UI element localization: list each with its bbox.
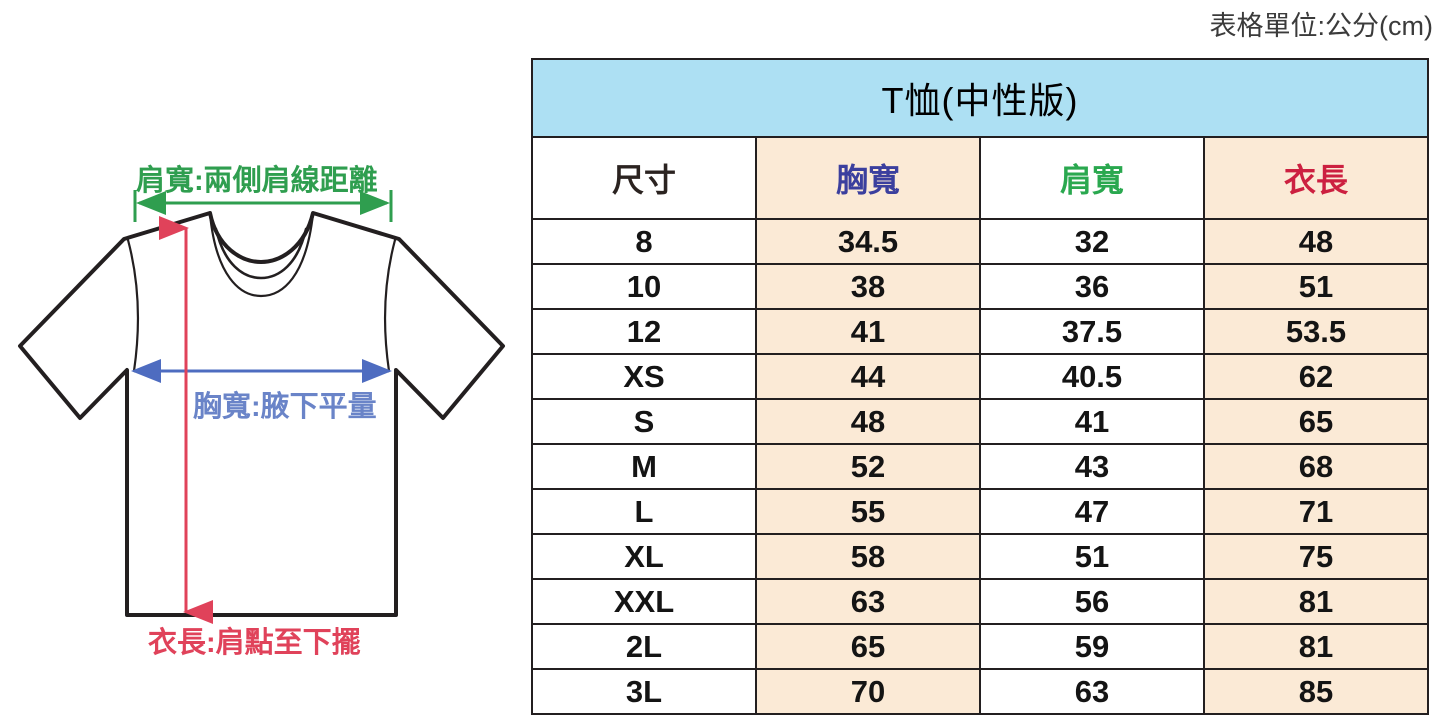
cell-size: 12 [531,308,757,355]
table-row: 3L 70 63 85 [531,668,1429,715]
cell-length: 68 [1203,443,1429,490]
cell-shoulder: 37.5 [979,308,1205,355]
cell-length: 71 [1203,488,1429,535]
header-size: 尺寸 [531,136,757,220]
cell-size: M [531,443,757,490]
cell-length: 85 [1203,668,1429,715]
size-chart-table: T恤(中性版) 尺寸 胸寬 肩寬 衣長 8 34.5 32 48 10 38 3… [531,58,1429,715]
table-row: XXL 63 56 81 [531,578,1429,625]
table-row: L 55 47 71 [531,488,1429,535]
table-row: 10 38 36 51 [531,263,1429,310]
header-chest-width: 胸寬 [755,136,981,220]
cell-chest: 52 [755,443,981,490]
cell-shoulder: 32 [979,218,1205,265]
body-length-label: 衣長:肩點至下擺 [148,627,361,659]
shoulder-width-label: 肩寬:兩側肩線距離 [136,165,378,197]
cell-length: 65 [1203,398,1429,445]
cell-length: 62 [1203,353,1429,400]
cell-chest: 58 [755,533,981,580]
table-row: XS 44 40.5 62 [531,353,1429,400]
cell-chest: 44 [755,353,981,400]
cell-length: 81 [1203,623,1429,670]
cell-shoulder: 43 [979,443,1205,490]
cell-shoulder: 56 [979,578,1205,625]
cell-shoulder: 51 [979,533,1205,580]
table-row: 2L 65 59 81 [531,623,1429,670]
unit-note: 表格單位:公分(cm) [1209,11,1433,41]
cell-size: 2L [531,623,757,670]
cell-chest: 48 [755,398,981,445]
header-shoulder-width: 肩寬 [979,136,1205,220]
cell-size: 10 [531,263,757,310]
cell-size: 8 [531,218,757,265]
cell-size: XL [531,533,757,580]
cell-shoulder: 40.5 [979,353,1205,400]
table-row: M 52 43 68 [531,443,1429,490]
header-body-length: 衣長 [1203,136,1429,220]
cell-chest: 65 [755,623,981,670]
table-row: XL 58 51 75 [531,533,1429,580]
cell-chest: 41 [755,308,981,355]
table-title: T恤(中性版) [531,58,1429,138]
chest-width-label: 胸寬:腋下平量 [193,391,377,423]
cell-shoulder: 41 [979,398,1205,445]
cell-chest: 63 [755,578,981,625]
cell-length: 53.5 [1203,308,1429,355]
cell-length: 51 [1203,263,1429,310]
cell-length: 75 [1203,533,1429,580]
cell-size: L [531,488,757,535]
tshirt-outline-icon [18,211,505,617]
cell-length: 48 [1203,218,1429,265]
size-chart-body: 8 34.5 32 48 10 38 36 51 12 41 37.5 53.5… [531,218,1429,715]
cell-chest: 55 [755,488,981,535]
table-title-row: T恤(中性版) [531,58,1429,138]
tshirt-measurement-diagram: 肩寬:兩側肩線距離 胸寬:腋下平量 衣長:肩點至下擺 [0,0,520,726]
cell-shoulder: 59 [979,623,1205,670]
cell-shoulder: 47 [979,488,1205,535]
cell-chest: 70 [755,668,981,715]
shoulder-width-arrow [133,190,393,222]
cell-length: 81 [1203,578,1429,625]
cell-shoulder: 63 [979,668,1205,715]
size-chart-container: T恤(中性版) 尺寸 胸寬 肩寬 衣長 8 34.5 32 48 10 38 3… [531,58,1429,715]
cell-chest: 38 [755,263,981,310]
table-row: 12 41 37.5 53.5 [531,308,1429,355]
cell-size: 3L [531,668,757,715]
cell-size: XXL [531,578,757,625]
cell-size: S [531,398,757,445]
table-row: S 48 41 65 [531,398,1429,445]
table-row: 8 34.5 32 48 [531,218,1429,265]
size-chart-head: T恤(中性版) 尺寸 胸寬 肩寬 衣長 [531,58,1429,220]
tshirt-diagram-svg [18,190,505,624]
table-header-row: 尺寸 胸寬 肩寬 衣長 [531,136,1429,220]
cell-chest: 34.5 [755,218,981,265]
cell-size: XS [531,353,757,400]
cell-shoulder: 36 [979,263,1205,310]
